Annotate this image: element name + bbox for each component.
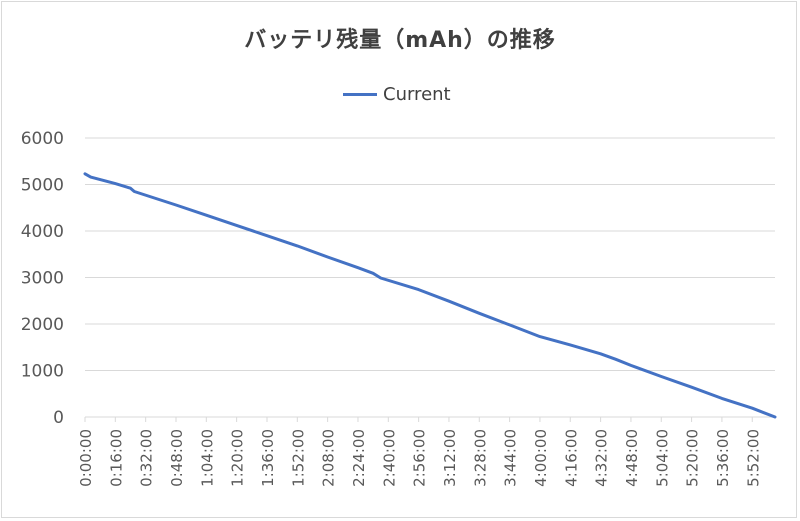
x-tick-label: 2:56:00	[411, 429, 429, 487]
y-tick-label: 2000	[21, 315, 64, 335]
x-tick-label: 5:04:00	[653, 429, 671, 487]
legend-swatch-current	[343, 92, 377, 96]
x-tick-label: 0:00:00	[77, 429, 95, 487]
x-tick-label: 0:48:00	[168, 429, 186, 487]
x-tick-label: 0:16:00	[107, 429, 125, 487]
x-tick-label: 0:32:00	[138, 429, 156, 487]
x-tick-label: 4:16:00	[562, 429, 580, 487]
x-tick-label: 4:00:00	[532, 429, 550, 487]
x-tick-label: 1:04:00	[198, 429, 216, 487]
series-line-current	[83, 172, 777, 419]
y-tick-label: 1000	[21, 362, 64, 382]
x-tick-label: 2:24:00	[350, 429, 368, 487]
x-tick-label: 3:44:00	[502, 429, 520, 487]
chart-title: バッテリ残量（mAh）の推移	[244, 28, 556, 53]
legend-label-current: Current	[383, 83, 451, 105]
legend: Current	[343, 83, 451, 105]
y-tick-label: 3000	[21, 269, 64, 289]
x-tick-label: 1:20:00	[229, 429, 247, 487]
x-tick-label: 2:40:00	[380, 429, 398, 487]
x-tick-label: 1:36:00	[259, 429, 277, 487]
x-tick-label: 5:52:00	[744, 429, 762, 487]
y-tick-label: 0	[53, 408, 64, 428]
y-tick-label: 5000	[21, 176, 64, 196]
x-tick-label: 5:36:00	[714, 429, 732, 487]
x-tick-label: 5:20:00	[684, 429, 702, 487]
y-tick-label: 6000	[21, 129, 64, 149]
x-tick-label: 4:48:00	[623, 429, 641, 487]
x-tick-label: 1:52:00	[289, 429, 307, 487]
x-tick-label: 3:12:00	[441, 429, 459, 487]
x-tick-label: 2:08:00	[320, 429, 338, 487]
y-tick-label: 4000	[21, 222, 64, 242]
x-tick-label: 3:28:00	[471, 429, 489, 487]
x-tick-label: 4:32:00	[593, 429, 611, 487]
